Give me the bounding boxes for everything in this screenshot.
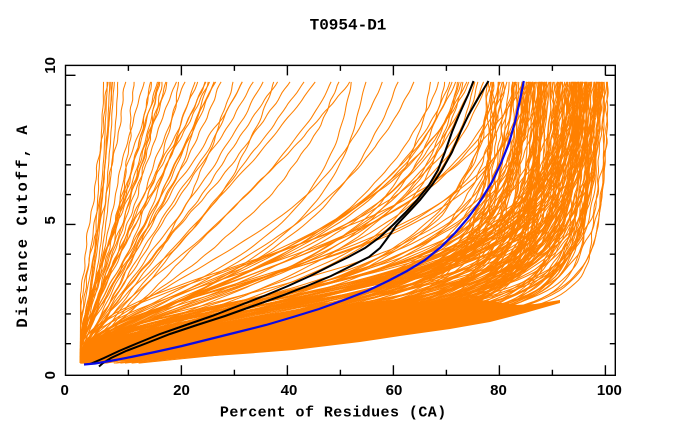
svg-text:60: 60 (386, 382, 403, 399)
svg-text:Distance Cutoff, A: Distance Cutoff, A (14, 123, 32, 327)
svg-text:0: 0 (61, 382, 69, 399)
svg-text:5: 5 (42, 216, 59, 224)
svg-text:40: 40 (281, 382, 298, 399)
svg-text:20: 20 (173, 382, 190, 399)
svg-text:T0954-D1: T0954-D1 (310, 17, 387, 35)
svg-text:80: 80 (490, 382, 507, 399)
svg-text:Percent of Residues (CA): Percent of Residues (CA) (220, 404, 447, 421)
svg-text:0: 0 (42, 371, 59, 379)
svg-text:10: 10 (42, 57, 59, 74)
svg-text:100: 100 (597, 382, 622, 399)
